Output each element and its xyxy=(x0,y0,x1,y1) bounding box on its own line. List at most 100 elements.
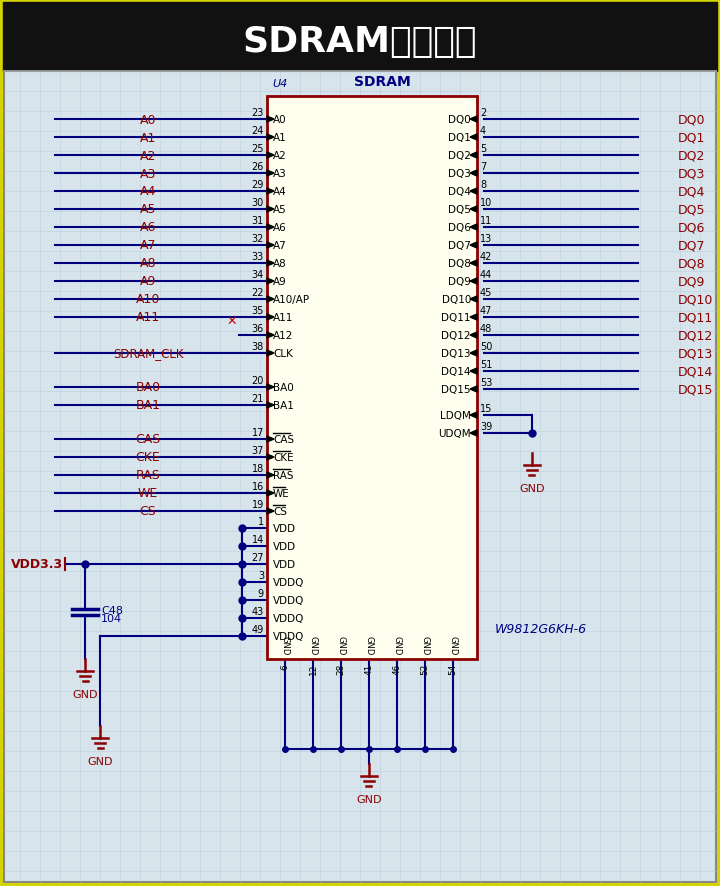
Polygon shape xyxy=(267,189,274,195)
Text: 24: 24 xyxy=(251,126,264,136)
Text: 34: 34 xyxy=(252,269,264,280)
Polygon shape xyxy=(470,260,477,267)
Text: A2: A2 xyxy=(140,150,156,162)
Text: 21: 21 xyxy=(251,393,264,403)
Text: BA0: BA0 xyxy=(135,381,161,394)
Text: 42: 42 xyxy=(480,252,492,261)
Polygon shape xyxy=(267,225,274,230)
Text: DQ2: DQ2 xyxy=(678,150,706,162)
Polygon shape xyxy=(267,206,274,213)
Text: 16: 16 xyxy=(252,481,264,492)
Text: GND: GND xyxy=(519,484,545,494)
Text: DQ14: DQ14 xyxy=(441,367,471,377)
Polygon shape xyxy=(470,171,477,177)
Text: VDDQ: VDDQ xyxy=(273,632,305,641)
Text: DQ11: DQ11 xyxy=(441,313,471,323)
Polygon shape xyxy=(470,152,477,159)
Text: A1: A1 xyxy=(273,133,287,143)
Text: 52: 52 xyxy=(420,664,430,674)
Text: A12: A12 xyxy=(273,330,293,340)
Polygon shape xyxy=(470,297,477,303)
Polygon shape xyxy=(470,369,477,375)
Text: VDDQ: VDDQ xyxy=(273,595,305,605)
Text: DQ15: DQ15 xyxy=(441,385,471,394)
Text: GND: GND xyxy=(356,794,382,804)
Polygon shape xyxy=(267,135,274,141)
Text: A2: A2 xyxy=(273,151,287,161)
Text: 49: 49 xyxy=(252,625,264,634)
Polygon shape xyxy=(267,315,274,321)
Text: DQ12: DQ12 xyxy=(441,330,471,340)
Text: 5: 5 xyxy=(480,144,486,154)
Text: 25: 25 xyxy=(251,144,264,154)
Text: DQ4: DQ4 xyxy=(678,185,706,198)
Text: 12: 12 xyxy=(308,664,318,674)
Text: 23: 23 xyxy=(251,108,264,118)
Text: 50: 50 xyxy=(480,342,492,352)
Polygon shape xyxy=(267,332,274,338)
Text: A9: A9 xyxy=(273,276,287,287)
Polygon shape xyxy=(267,297,274,303)
Text: A3: A3 xyxy=(140,167,156,180)
Text: CKE: CKE xyxy=(135,451,161,464)
Text: DQ9: DQ9 xyxy=(448,276,471,287)
Text: DQ8: DQ8 xyxy=(448,259,471,268)
Text: C48: C48 xyxy=(101,605,123,615)
Text: A11: A11 xyxy=(136,311,160,324)
Polygon shape xyxy=(267,385,274,391)
Text: GND: GND xyxy=(364,635,374,654)
Text: 44: 44 xyxy=(480,269,492,280)
Text: 28: 28 xyxy=(336,664,346,674)
Polygon shape xyxy=(470,279,477,284)
Text: 35: 35 xyxy=(251,306,264,315)
Text: 18: 18 xyxy=(252,463,264,473)
Polygon shape xyxy=(470,351,477,356)
Text: A5: A5 xyxy=(273,205,287,214)
Polygon shape xyxy=(267,279,274,284)
Text: GND: GND xyxy=(336,635,346,654)
Text: SDRAM芯片电路: SDRAM芯片电路 xyxy=(243,25,477,59)
Text: SDRAM: SDRAM xyxy=(354,75,411,89)
Text: VDDQ: VDDQ xyxy=(273,613,305,623)
Text: A8: A8 xyxy=(273,259,287,268)
Text: CLK: CLK xyxy=(273,348,293,359)
Polygon shape xyxy=(470,225,477,230)
Polygon shape xyxy=(470,315,477,321)
Polygon shape xyxy=(267,351,274,356)
Text: 39: 39 xyxy=(480,422,492,431)
Text: 51: 51 xyxy=(480,360,492,369)
Text: DQ6: DQ6 xyxy=(448,222,471,233)
Text: 27: 27 xyxy=(251,552,264,563)
Polygon shape xyxy=(267,455,274,461)
Text: 29: 29 xyxy=(251,180,264,190)
Text: DQ15: DQ15 xyxy=(678,383,714,396)
Polygon shape xyxy=(267,260,274,267)
Text: WE: WE xyxy=(273,488,289,499)
Text: 31: 31 xyxy=(252,216,264,226)
Text: DQ7: DQ7 xyxy=(678,239,706,253)
Text: A11: A11 xyxy=(273,313,293,323)
Text: 15: 15 xyxy=(480,403,492,414)
Text: 2: 2 xyxy=(480,108,486,118)
Text: DQ14: DQ14 xyxy=(678,365,714,378)
Text: 46: 46 xyxy=(392,664,402,674)
Text: DQ1: DQ1 xyxy=(448,133,471,143)
Text: 45: 45 xyxy=(480,288,492,298)
Text: DQ7: DQ7 xyxy=(448,241,471,251)
Text: 47: 47 xyxy=(480,306,492,315)
Polygon shape xyxy=(267,509,274,515)
Text: WE: WE xyxy=(138,487,158,500)
Text: A7: A7 xyxy=(273,241,287,251)
Text: CAS: CAS xyxy=(135,433,161,446)
Text: A7: A7 xyxy=(140,239,156,253)
Text: CS: CS xyxy=(273,507,287,517)
Text: 104: 104 xyxy=(101,613,122,623)
Text: 38: 38 xyxy=(252,342,264,352)
Text: 53: 53 xyxy=(480,377,492,387)
Text: A1: A1 xyxy=(140,131,156,144)
Text: 9: 9 xyxy=(258,588,264,598)
Polygon shape xyxy=(267,437,274,442)
Polygon shape xyxy=(470,189,477,195)
Text: A0: A0 xyxy=(273,115,287,125)
Text: DQ12: DQ12 xyxy=(678,329,714,342)
